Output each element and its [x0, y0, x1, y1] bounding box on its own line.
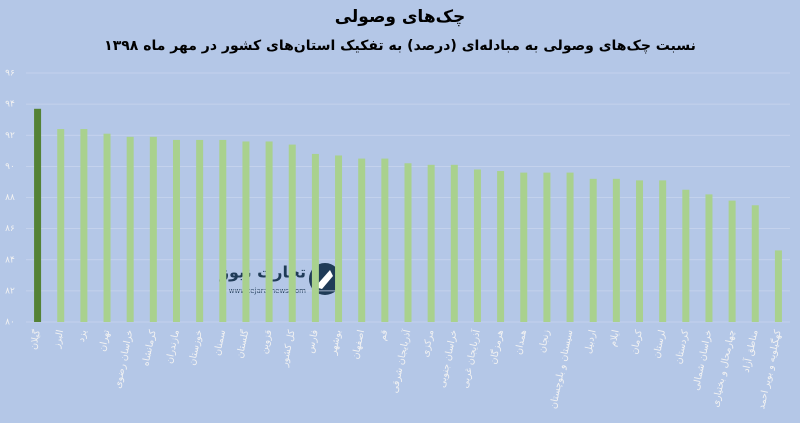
bar [682, 189, 690, 322]
y-tick-label: ۸۸ [5, 193, 15, 203]
x-tick-label: سیستان و بلوچستان [548, 329, 575, 410]
y-tick-label: ۸۴ [5, 255, 15, 265]
y-tick-label: ۹۴ [5, 100, 15, 110]
bar [774, 250, 782, 322]
x-tick-label: کرمانشاه [140, 328, 158, 367]
bar [219, 139, 227, 322]
bar [589, 178, 597, 322]
y-tick-label: ۹۶ [5, 69, 15, 79]
y-tick-label: ۹۰ [5, 162, 15, 172]
x-tick-label: گیلان [27, 328, 43, 351]
x-tick-label: هرمزگان [487, 329, 506, 366]
bar [473, 169, 481, 322]
x-tick-label: مازندران [164, 329, 182, 365]
bar [172, 139, 180, 322]
x-tick-label: کردستان [673, 328, 691, 365]
x-tick-label: بوشهر [328, 329, 344, 357]
x-tick-label: فارس [305, 329, 321, 354]
x-tick-label: خراسان جنوبی [437, 329, 460, 389]
x-tick-label: مناطق آزاد [739, 328, 761, 373]
bar [497, 171, 505, 322]
watermark-logo-mark [315, 270, 333, 289]
x-tick-label: قزوین [259, 329, 275, 355]
x-tick-label: چهارمحال و بختیاری [710, 329, 737, 408]
x-tick-label: تهران [97, 329, 112, 353]
bar [543, 172, 551, 322]
bar [450, 164, 458, 322]
x-tick-label: سمنان [212, 329, 228, 357]
x-tick-label: کل کشور [279, 328, 298, 368]
x-tick-label: اصفهان [350, 329, 367, 360]
y-tick-label: ۸۲ [5, 286, 15, 296]
bar [34, 108, 42, 322]
chart-title: چک‌های وصولی [335, 7, 466, 27]
bar [612, 178, 620, 322]
x-tick-label: همدان [513, 329, 529, 356]
x-tick-label: خراسان شمالی [691, 329, 715, 392]
x-tick-label: ایلام [607, 329, 621, 348]
x-tick-label: لرستان [651, 329, 668, 360]
bar [149, 136, 157, 322]
bar [196, 139, 204, 322]
x-tick-label: آذربایجان شرقی [387, 328, 413, 394]
x-tick-label: اردبیل [583, 329, 599, 355]
bar [358, 158, 366, 322]
x-tick-label: مرکزی [420, 329, 436, 358]
bar [265, 141, 273, 322]
bar [80, 129, 88, 322]
bar [751, 205, 759, 322]
y-tick-label: ۹۲ [5, 131, 15, 141]
watermark: تجارت نیوز www.tejaratnews.com [219, 263, 341, 295]
bar [311, 153, 319, 322]
bar [242, 141, 250, 322]
x-tick-label: گلستان [234, 328, 252, 359]
x-tick-label: خوزستان [187, 329, 205, 367]
bar [705, 194, 713, 322]
watermark-name: تجارت نیوز [219, 263, 306, 282]
bar [520, 172, 528, 322]
bar [381, 158, 389, 322]
x-tick-label: البرز [51, 329, 66, 350]
chart-subtitle: نسبت چک‌های وصولی به مبادله‌ای (درصد) به… [104, 38, 696, 54]
bar [57, 129, 65, 322]
x-tick-label: کهگیلویه و بویر احمد [755, 328, 784, 410]
x-tick-label: خراسان رضوی [112, 329, 135, 390]
bar [566, 172, 574, 322]
x-tick-label: زنجان [537, 328, 553, 353]
bar [427, 164, 435, 322]
bar [126, 136, 134, 322]
bar [636, 180, 644, 322]
bar [404, 163, 412, 322]
y-tick-label: ۸۶ [5, 224, 15, 234]
bar [103, 133, 111, 322]
y-tick-label: ۸۰ [5, 318, 15, 328]
bar [659, 180, 667, 322]
x-tick-label: آذربایجان غربی [458, 328, 483, 389]
bar [288, 144, 296, 322]
x-tick-label: قم [377, 329, 390, 342]
bar [335, 155, 343, 322]
bar [728, 200, 736, 322]
x-tick-label: کرمان [629, 328, 645, 355]
x-tick-label: یزد [76, 329, 89, 343]
